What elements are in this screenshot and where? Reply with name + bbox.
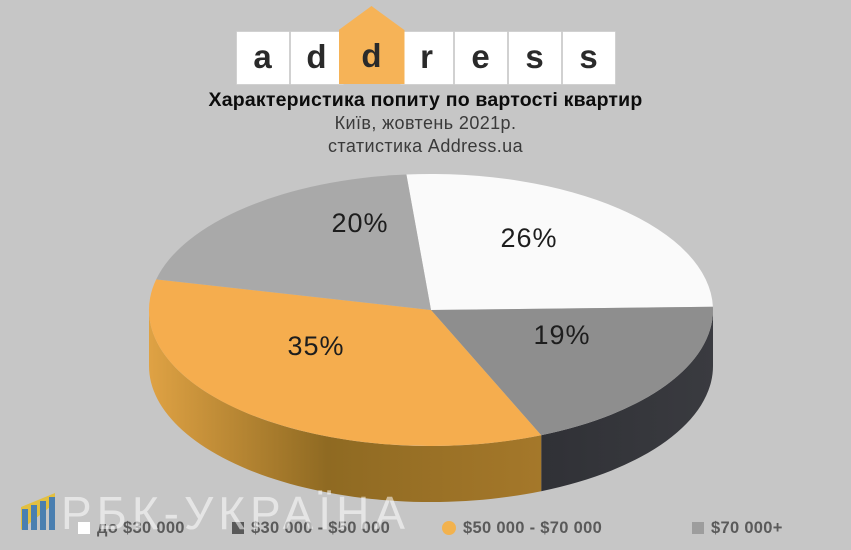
- logo-letter: a: [253, 37, 272, 75]
- logo-tile: a: [236, 32, 289, 84]
- logo-letter: r: [420, 37, 433, 75]
- legend-item: $70 000+: [692, 519, 783, 537]
- logo-letter: s: [579, 37, 598, 75]
- legend-item: до $30 000: [78, 519, 185, 537]
- legend-label: $70 000+: [711, 518, 783, 537]
- logo-house-tile: d: [338, 6, 405, 84]
- legend-item: $50 000 - $70 000: [442, 519, 602, 537]
- logo-tile: e: [454, 32, 507, 84]
- legend-item: $30 000 - $50 000: [232, 519, 390, 537]
- logo-tile: s: [562, 32, 615, 84]
- logo-tile: d: [290, 32, 343, 84]
- pie-data-label: 35%: [287, 331, 344, 361]
- pie-data-label: 20%: [331, 208, 388, 238]
- pie-side-1: [541, 310, 713, 492]
- legend-swatch-icon: [692, 522, 704, 534]
- logo-letter: e: [471, 37, 490, 75]
- chart-title: Характеристика попиту по вартості кварти…: [208, 89, 643, 111]
- logo-tile: r: [400, 32, 453, 84]
- pie-slice-0: [406, 173, 713, 310]
- logo-letter: d: [361, 36, 382, 74]
- pie-data-label: 19%: [533, 320, 590, 350]
- pie-slice-2: [148, 279, 542, 447]
- legend-label: $50 000 - $70 000: [463, 518, 603, 537]
- chart-source-note: статистика Address.ua: [328, 136, 523, 156]
- pie-slice-3: [156, 174, 431, 310]
- legend-swatch-icon: [442, 521, 456, 535]
- chart-subtitle: Київ, жовтень 2021р.: [334, 113, 517, 133]
- logo-tile: s: [508, 32, 561, 84]
- logo-letter: s: [525, 37, 544, 75]
- legend-label: $30 000 - $50 000: [251, 518, 391, 537]
- pie-side-2: [148, 310, 542, 503]
- pie-slice-1: [431, 306, 713, 436]
- pie-data-label: 26%: [500, 223, 557, 253]
- logo-letter: d: [306, 37, 327, 75]
- legend-swatch-icon: [232, 522, 244, 534]
- legend-label: до $30 000: [97, 518, 185, 537]
- legend-swatch-icon: [78, 522, 90, 534]
